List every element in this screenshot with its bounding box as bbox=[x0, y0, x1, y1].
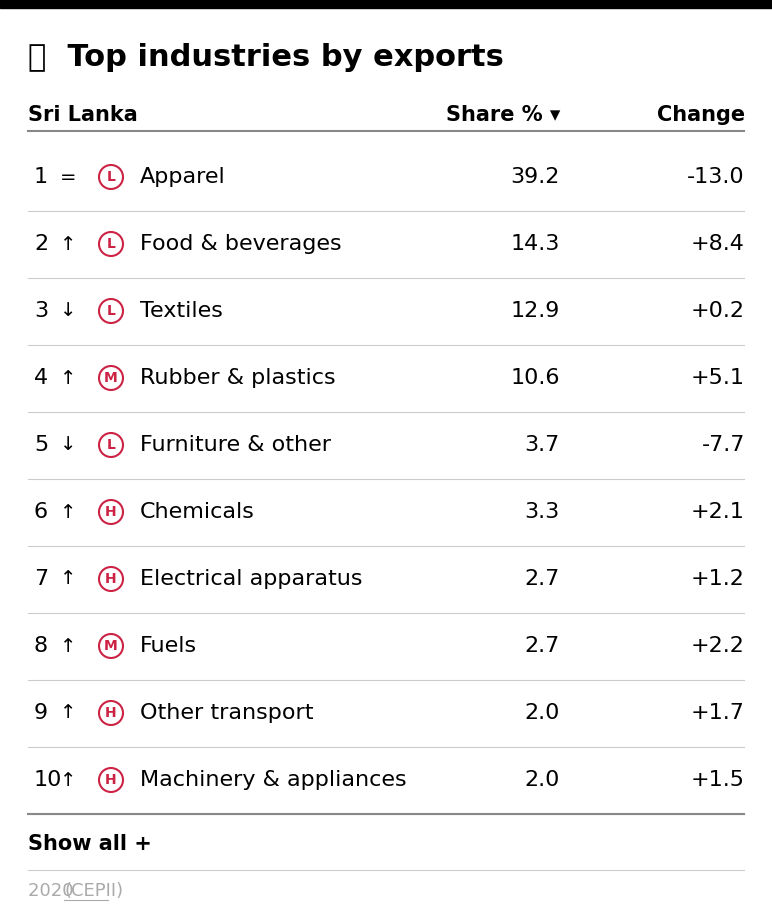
Text: 6: 6 bbox=[34, 502, 48, 522]
Text: +1.7: +1.7 bbox=[691, 703, 745, 723]
Text: 3.3: 3.3 bbox=[525, 502, 560, 522]
Text: Show all +: Show all + bbox=[28, 834, 152, 854]
Text: 39.2: 39.2 bbox=[510, 167, 560, 187]
Text: 2.0: 2.0 bbox=[525, 703, 560, 723]
Text: L: L bbox=[107, 170, 116, 184]
Text: Textiles: Textiles bbox=[140, 301, 223, 321]
Text: ⓘ  Top industries by exports: ⓘ Top industries by exports bbox=[28, 44, 504, 72]
Text: H: H bbox=[105, 505, 117, 519]
Text: 3: 3 bbox=[34, 301, 48, 321]
Text: Other transport: Other transport bbox=[140, 703, 313, 723]
Text: +2.1: +2.1 bbox=[691, 502, 745, 522]
Text: Electrical apparatus: Electrical apparatus bbox=[140, 569, 363, 589]
Text: 3.7: 3.7 bbox=[525, 435, 560, 455]
Text: ↓: ↓ bbox=[59, 302, 76, 321]
Text: M: M bbox=[104, 371, 118, 385]
Text: 1: 1 bbox=[34, 167, 48, 187]
Text: ↑: ↑ bbox=[59, 636, 76, 655]
Text: +8.4: +8.4 bbox=[691, 234, 745, 254]
Text: 2020: 2020 bbox=[28, 883, 80, 900]
Text: +0.2: +0.2 bbox=[691, 301, 745, 321]
Text: =: = bbox=[59, 167, 76, 186]
Text: 4: 4 bbox=[34, 368, 48, 388]
Text: Fuels: Fuels bbox=[140, 636, 197, 656]
Text: 10.6: 10.6 bbox=[510, 368, 560, 388]
Text: -13.0: -13.0 bbox=[687, 167, 745, 187]
Text: Furniture & other: Furniture & other bbox=[140, 435, 331, 455]
Text: ↑: ↑ bbox=[59, 704, 76, 722]
Text: 12.9: 12.9 bbox=[510, 301, 560, 321]
Text: Chemicals: Chemicals bbox=[140, 502, 255, 522]
Text: (CEPII): (CEPII) bbox=[64, 883, 123, 900]
Text: Apparel: Apparel bbox=[140, 167, 225, 187]
Text: M: M bbox=[104, 639, 118, 653]
Text: H: H bbox=[105, 572, 117, 586]
Text: Change: Change bbox=[657, 105, 745, 125]
Text: ↑: ↑ bbox=[59, 771, 76, 790]
Text: L: L bbox=[107, 438, 116, 452]
Text: L: L bbox=[107, 237, 116, 251]
Text: -7.7: -7.7 bbox=[702, 435, 745, 455]
Text: 2: 2 bbox=[34, 234, 48, 254]
Text: +1.5: +1.5 bbox=[691, 770, 745, 790]
Text: Sri Lanka: Sri Lanka bbox=[28, 105, 137, 125]
Text: 2.7: 2.7 bbox=[525, 569, 560, 589]
Text: 2.7: 2.7 bbox=[525, 636, 560, 656]
Text: 14.3: 14.3 bbox=[510, 234, 560, 254]
Text: 8: 8 bbox=[34, 636, 48, 656]
Text: 10: 10 bbox=[34, 770, 63, 790]
Text: Machinery & appliances: Machinery & appliances bbox=[140, 770, 407, 790]
Text: H: H bbox=[105, 773, 117, 787]
Text: ↑: ↑ bbox=[59, 235, 76, 253]
Text: +2.2: +2.2 bbox=[691, 636, 745, 656]
Text: ↑: ↑ bbox=[59, 368, 76, 388]
Bar bbox=[0, 0, 772, 8]
Text: ↑: ↑ bbox=[59, 503, 76, 522]
Text: 9: 9 bbox=[34, 703, 48, 723]
Text: 7: 7 bbox=[34, 569, 48, 589]
Text: ↑: ↑ bbox=[59, 569, 76, 589]
Text: H: H bbox=[105, 706, 117, 720]
Text: L: L bbox=[107, 304, 116, 318]
Text: 5: 5 bbox=[34, 435, 48, 455]
Text: Rubber & plastics: Rubber & plastics bbox=[140, 368, 336, 388]
Text: +1.2: +1.2 bbox=[691, 569, 745, 589]
Text: ↓: ↓ bbox=[59, 435, 76, 454]
Text: +5.1: +5.1 bbox=[691, 368, 745, 388]
Text: Food & beverages: Food & beverages bbox=[140, 234, 342, 254]
Text: Share % ▾: Share % ▾ bbox=[445, 105, 560, 125]
Text: 2.0: 2.0 bbox=[525, 770, 560, 790]
